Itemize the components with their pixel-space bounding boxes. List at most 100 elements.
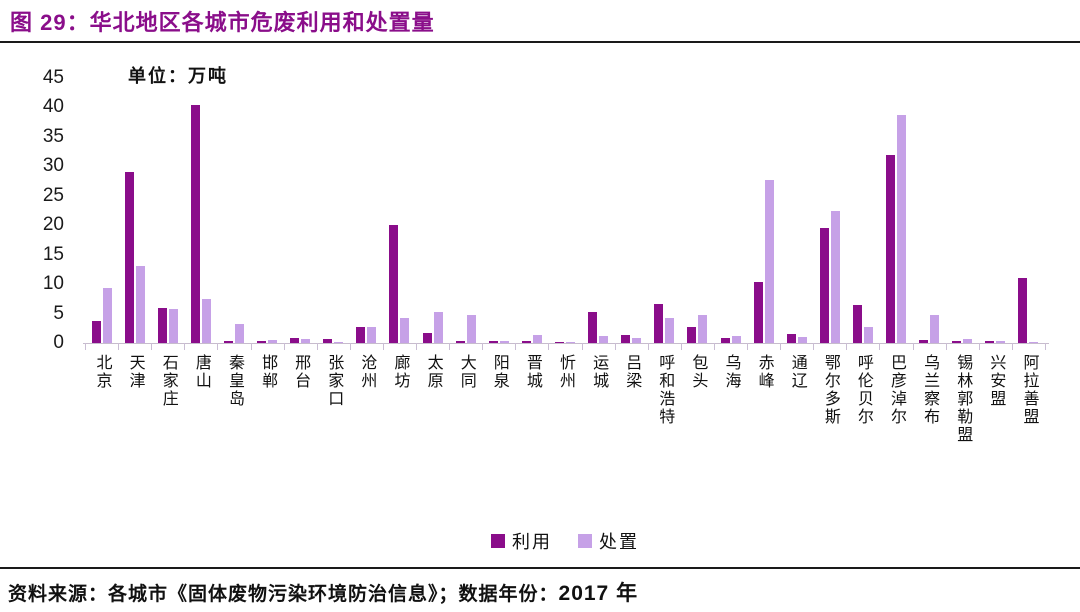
bar-disposal [168, 308, 178, 343]
x-category-label: 赤峰 [755, 354, 773, 390]
bar-disposal [433, 312, 443, 343]
x-category-label: 巴彦淖尔 [888, 354, 906, 426]
x-category-label: 阿拉善盟 [1020, 354, 1038, 426]
bar-utilization [852, 305, 862, 343]
x-tick [581, 343, 583, 350]
x-tick [449, 343, 451, 350]
bar-utilization [919, 340, 929, 343]
x-tick [85, 343, 86, 350]
bar-utilization [389, 225, 399, 343]
bar-utilization [91, 321, 101, 343]
bar-utilization [720, 338, 730, 343]
bar-disposal [863, 326, 873, 343]
bar-disposal [764, 179, 774, 343]
bar-utilization [190, 104, 200, 343]
x-tick [548, 343, 550, 350]
bar-disposal [632, 338, 642, 343]
x-category-label: 太原 [424, 354, 442, 390]
bar-disposal [963, 339, 973, 343]
x-tick [283, 343, 285, 350]
x-category-label: 阳泉 [490, 354, 508, 390]
x-tick [217, 343, 219, 350]
x-category-label: 晋城 [523, 354, 541, 390]
utilization-swatch-icon [491, 534, 505, 548]
x-category-label: 沧州 [358, 354, 376, 390]
bar-utilization [124, 172, 134, 343]
x-category-label: 张家口 [325, 354, 343, 408]
x-tick [747, 343, 749, 350]
bar-disposal [532, 335, 542, 343]
bar-utilization [356, 326, 366, 343]
y-tick-label: 30 [42, 155, 64, 177]
x-category-label: 邢台 [292, 354, 310, 390]
bar-utilization [654, 304, 664, 343]
y-tick-label: 5 [53, 302, 64, 324]
x-category-label: 包头 [689, 354, 707, 390]
x-tick [978, 343, 980, 350]
x-category-label: 乌海 [722, 354, 740, 390]
bar-disposal [334, 341, 344, 343]
bar-disposal [367, 326, 377, 343]
x-tick [482, 343, 484, 350]
x-tick [118, 343, 120, 350]
x-tick [1045, 343, 1046, 350]
bar-disposal [268, 340, 278, 343]
x-tick [349, 343, 351, 350]
x-category-label: 邯郸 [259, 354, 277, 390]
x-tick [713, 343, 715, 350]
y-tick-label: 40 [42, 96, 64, 118]
bar-utilization [157, 307, 167, 343]
x-category-label: 锡林郭勒盟 [954, 354, 972, 444]
x-tick [780, 343, 782, 350]
y-tick-label: 0 [53, 332, 64, 353]
bar-utilization [521, 341, 531, 343]
bar-disposal [930, 315, 940, 343]
x-category-label: 兴安盟 [987, 354, 1005, 408]
x-category-label: 吕梁 [623, 354, 641, 390]
x-axis-line [83, 343, 1049, 344]
x-tick [846, 343, 848, 350]
x-tick [647, 343, 649, 350]
x-tick [416, 343, 418, 350]
source-year: 2017 年 [558, 582, 639, 605]
y-tick-label: 15 [42, 243, 64, 265]
bar-disposal [996, 341, 1006, 343]
bar-utilization [290, 337, 300, 343]
y-tick-label: 35 [42, 125, 64, 147]
x-category-label: 忻州 [557, 354, 574, 390]
source-text: 资料来源：各城市《固体废物污染环境防治信息》；数据年份： [8, 584, 559, 605]
y-tick-label: 10 [42, 273, 64, 295]
bar-disposal [400, 317, 410, 343]
bar-disposal [102, 288, 112, 343]
bar-disposal [466, 315, 476, 343]
x-tick [813, 343, 815, 350]
y-tick-label: 45 [42, 67, 64, 88]
x-tick [879, 343, 881, 350]
bar-utilization [455, 341, 465, 343]
bar-utilization [819, 228, 829, 343]
bar-utilization [588, 312, 598, 343]
bar-disposal [201, 298, 211, 343]
bar-utilization [488, 341, 498, 343]
x-category-label: 廊坊 [391, 354, 409, 390]
bar-disposal [897, 114, 907, 343]
bar-utilization [257, 341, 267, 343]
bar-utilization [786, 334, 796, 343]
bar-disposal [731, 335, 741, 343]
figure-title: 图 29：华北地区各城市危废利用和处置量 [10, 10, 435, 35]
bar-disposal [301, 338, 311, 343]
bar-disposal [499, 340, 509, 343]
bar-disposal [566, 341, 575, 343]
bar-disposal [797, 337, 807, 343]
bar-disposal [135, 266, 145, 343]
bar-disposal [234, 324, 244, 343]
x-tick [614, 343, 616, 350]
x-tick [680, 343, 682, 350]
x-tick [945, 343, 947, 350]
bar-disposal [830, 210, 840, 343]
bar-disposal [698, 315, 708, 343]
bar-utilization [952, 340, 962, 343]
bar-utilization [223, 341, 233, 343]
source-line: 资料来源：各城市《固体废物污染环境防治信息》；数据年份：2017 年 [8, 577, 638, 607]
y-tick-label: 25 [42, 184, 64, 206]
